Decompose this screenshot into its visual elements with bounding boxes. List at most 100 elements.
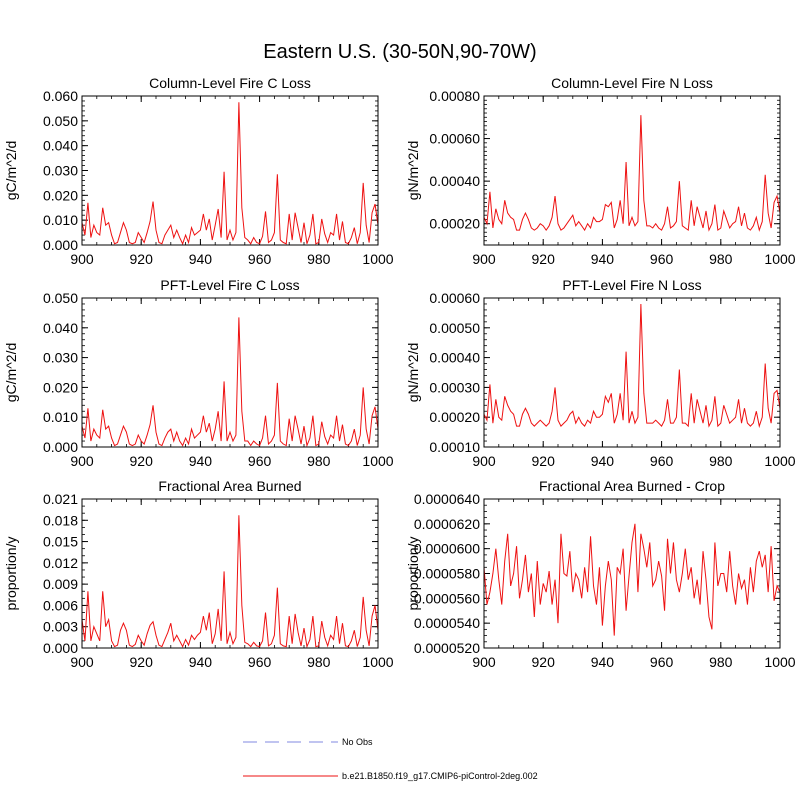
y-tick-label: 0.000	[43, 237, 78, 253]
y-tick-label: 0.060	[43, 88, 78, 104]
y-tick-label: 0.030	[43, 163, 78, 179]
y-tick-label: 0.00040	[429, 173, 480, 189]
series-line	[483, 523, 781, 636]
x-tick-label: 980	[709, 654, 733, 670]
y-tick-label: 0.020	[43, 187, 78, 203]
y-tick-label: 0.040	[43, 138, 78, 154]
chart-title: Column-Level Fire C Loss	[149, 75, 311, 91]
y-tick-label: 0.018	[43, 512, 78, 528]
y-tick-label: 0.00080	[429, 88, 480, 104]
y-tick-label: 0.00040	[429, 350, 480, 366]
x-tick-label: 960	[248, 654, 272, 670]
x-tick-label: 920	[532, 453, 556, 469]
y-tick-label: 0.0000620	[414, 516, 480, 532]
x-tick-label: 940	[189, 654, 213, 670]
x-tick-label: 980	[307, 453, 331, 469]
chart-panel-2: Column-Level Fire N Loss gN/m^2/d 900 920 94…	[405, 75, 796, 267]
y-tick-label: 0.040	[43, 320, 78, 336]
y-tick-label: 0.0000520	[414, 640, 480, 656]
x-tick-label: 900	[472, 251, 496, 267]
chart-title: PFT-Level Fire N Loss	[562, 277, 701, 293]
x-tick-label: 960	[248, 453, 272, 469]
x-tick-label: 900	[70, 251, 94, 267]
chart-panel-4: PFT-Level Fire N Loss gN/m^2/d 900 920 940 96…	[405, 277, 796, 469]
chart-panels: Column-Level Fire C Loss gC/m^2/d 900 920 94…	[3, 75, 796, 670]
y-tick-label: 0.00060	[429, 131, 480, 147]
chart-title: Fractional Area Burned	[158, 478, 301, 494]
x-tick-label: 920	[130, 453, 154, 469]
y-tick-label: 0.000	[43, 439, 78, 455]
plot-frame	[483, 297, 781, 448]
y-tick-label: 0.006	[43, 597, 78, 613]
series-line	[483, 303, 781, 429]
y-tick-label: 0.000	[43, 640, 78, 656]
legend-label-model: b.e21.B1850.f19_g17.CMIP6-piControl-2deg…	[342, 771, 538, 781]
x-tick-label: 900	[472, 453, 496, 469]
y-tick-label: 0.010	[43, 212, 78, 228]
x-tick-label: 980	[709, 251, 733, 267]
x-tick-label: 1000	[764, 654, 795, 670]
x-tick-label: 960	[650, 453, 674, 469]
series-line	[483, 115, 781, 232]
y-tick-label: 0.010	[43, 409, 78, 425]
x-tick-label: 960	[650, 251, 674, 267]
y-axis-label: gC/m^2/d	[3, 343, 19, 402]
y-tick-label: 0.00060	[429, 290, 480, 306]
y-axis-label: proportion/y	[3, 537, 19, 611]
y-axis-label: proportion/y	[405, 537, 421, 611]
x-tick-label: 940	[189, 251, 213, 267]
y-tick-label: 0.050	[43, 113, 78, 129]
y-tick-label: 0.00020	[429, 409, 480, 425]
y-tick-label: 0.00010	[429, 439, 480, 455]
y-axis-label: gC/m^2/d	[3, 141, 19, 200]
x-tick-label: 920	[130, 654, 154, 670]
legend-label-no-obs: No Obs	[342, 737, 373, 747]
series-line	[81, 515, 379, 649]
series-line	[81, 102, 379, 246]
x-tick-label: 960	[248, 251, 272, 267]
x-tick-label: 1000	[764, 453, 795, 469]
legend: No Obs b.e21.B1850.f19_g17.CMIP6-piContr…	[243, 737, 538, 781]
plot-frame	[81, 498, 379, 649]
y-axis-label: gN/m^2/d	[405, 141, 421, 200]
chart-panel-3: PFT-Level Fire C Loss gC/m^2/d 900 920 940 96…	[3, 277, 394, 469]
x-tick-label: 980	[307, 251, 331, 267]
y-tick-label: 0.0000600	[414, 541, 480, 557]
chart-title: PFT-Level Fire C Loss	[160, 277, 299, 293]
y-tick-label: 0.00050	[429, 320, 480, 336]
x-tick-label: 1000	[362, 251, 393, 267]
x-tick-label: 900	[70, 453, 94, 469]
plot-frame	[483, 498, 781, 649]
x-tick-label: 920	[532, 251, 556, 267]
y-tick-label: 0.00020	[429, 216, 480, 232]
y-axis-label: gN/m^2/d	[405, 343, 421, 402]
y-tick-label: 0.030	[43, 350, 78, 366]
y-tick-label: 0.012	[43, 555, 78, 571]
x-tick-label: 1000	[362, 654, 393, 670]
plot-frame	[81, 95, 379, 246]
x-tick-label: 1000	[764, 251, 795, 267]
chart-title: Column-Level Fire N Loss	[551, 75, 713, 91]
x-tick-label: 980	[307, 654, 331, 670]
x-tick-label: 940	[189, 453, 213, 469]
chart-title: Fractional Area Burned - Crop	[539, 478, 725, 494]
x-tick-label: 960	[650, 654, 674, 670]
x-tick-label: 980	[709, 453, 733, 469]
y-tick-label: 0.050	[43, 290, 78, 306]
y-tick-label: 0.009	[43, 576, 78, 592]
x-tick-label: 940	[591, 654, 615, 670]
y-tick-label: 0.0000540	[414, 615, 480, 631]
x-tick-label: 1000	[362, 453, 393, 469]
y-tick-label: 0.020	[43, 379, 78, 395]
x-tick-label: 900	[472, 654, 496, 670]
plot-frame	[483, 95, 781, 246]
y-tick-label: 0.00030	[429, 379, 480, 395]
x-tick-label: 920	[130, 251, 154, 267]
plot-frame	[81, 297, 379, 448]
y-tick-label: 0.0000560	[414, 590, 480, 606]
y-tick-label: 0.0000640	[414, 491, 480, 507]
y-tick-label: 0.021	[43, 491, 78, 507]
x-tick-label: 920	[532, 654, 556, 670]
chart-panel-6: Fractional Area Burned - Crop proportion/…	[405, 478, 796, 670]
